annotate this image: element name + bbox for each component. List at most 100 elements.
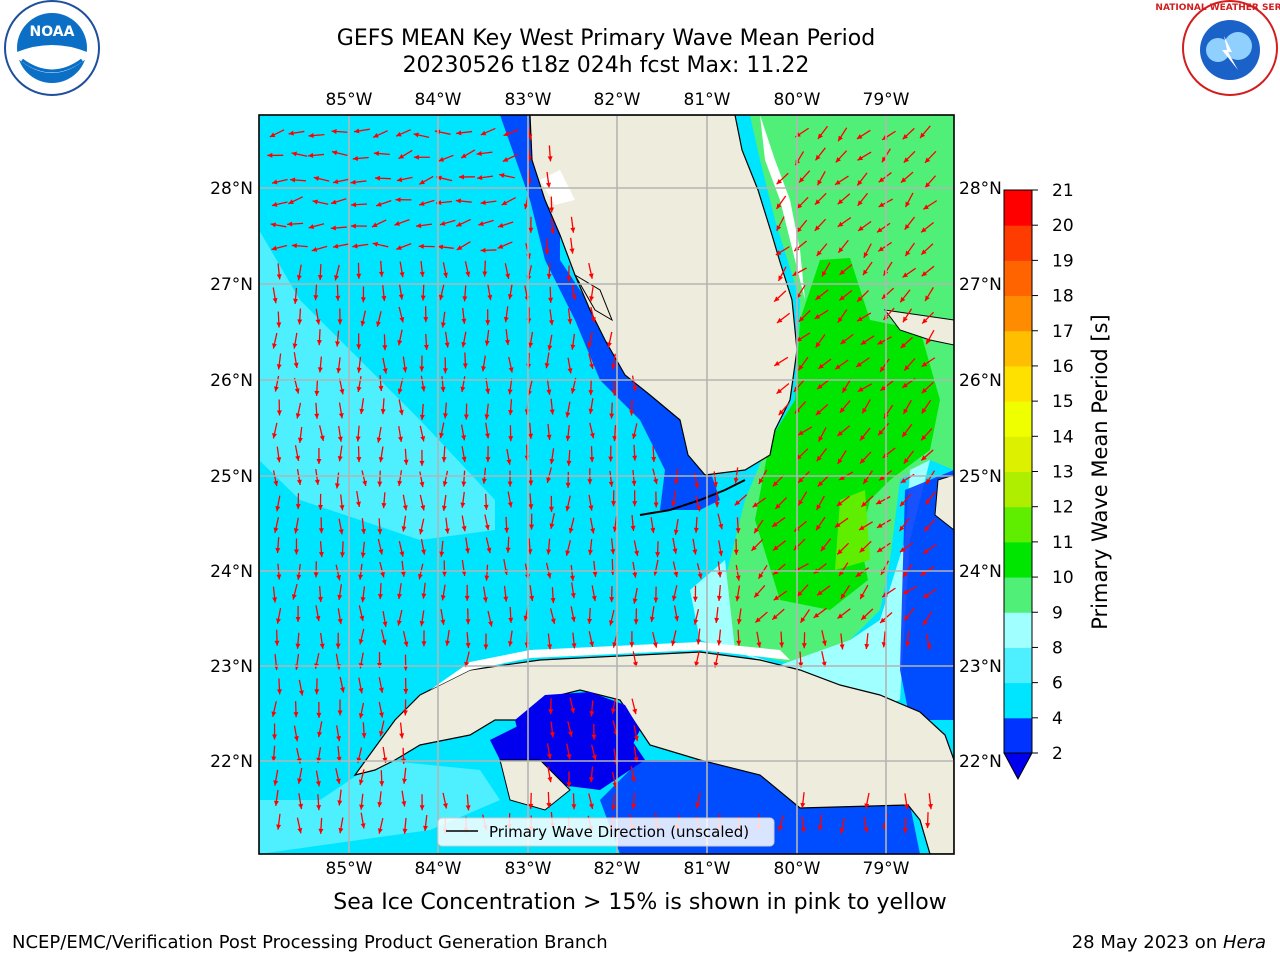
wave-arrow-head	[717, 572, 723, 578]
wave-arrow-head	[340, 687, 345, 693]
wave-arrow-head	[463, 414, 469, 420]
wave-arrow-head	[445, 640, 451, 646]
wave-arrow-head	[275, 505, 281, 512]
wave-arrow-head	[772, 481, 779, 487]
wave-arrow-head	[291, 151, 298, 157]
wave-arrow-head	[465, 642, 471, 649]
wave-arrow-head	[858, 525, 865, 531]
wave-arrow-head	[697, 573, 703, 579]
colorbar-segment	[1004, 365, 1032, 402]
wave-arrow-head	[337, 436, 343, 442]
wave-arrow-head	[507, 294, 513, 300]
colorbar-segment	[1004, 682, 1032, 719]
wave-arrow-head	[337, 618, 343, 625]
wave-arrow-head	[919, 132, 926, 139]
wave-arrow-head	[360, 823, 366, 829]
wave-arrow-head	[276, 364, 282, 370]
nws-logo-text: NATIONAL WEATHER SERVICE	[1155, 3, 1280, 13]
wave-arrow-head	[926, 338, 931, 345]
wave-arrow-head	[920, 570, 927, 576]
wave-arrow-head	[461, 435, 466, 441]
wave-arrow-head	[504, 339, 510, 346]
wave-arrow-head	[904, 365, 910, 371]
wave-arrow-head	[902, 431, 908, 437]
wave-arrow-head	[276, 689, 282, 695]
wave-arrow-head	[456, 245, 463, 250]
lat-label-right: 24°N	[959, 562, 1002, 582]
wave-arrow-head	[438, 294, 444, 301]
wave-arrow-head	[813, 612, 820, 618]
wave-arrow-head	[420, 505, 426, 511]
wave-arrow-head	[376, 201, 382, 207]
wave-arrow-head	[816, 524, 821, 531]
wave-arrow-head	[814, 314, 821, 319]
wave-arrow-head	[462, 296, 468, 302]
wave-arrow-head	[921, 361, 928, 367]
lon-label-bottom: 79°W	[863, 859, 910, 879]
wave-arrow-head	[842, 387, 848, 393]
wave-arrow-head	[570, 388, 576, 394]
wave-arrow-head	[815, 342, 821, 348]
wave-arrow-head	[267, 152, 273, 158]
wave-arrow-head	[358, 779, 364, 785]
wave-arrow-head	[293, 298, 299, 304]
wave-arrow-head	[587, 618, 593, 624]
wave-arrow-head	[313, 572, 319, 578]
wave-arrow-head	[653, 502, 659, 508]
wave-arrow-head	[817, 825, 823, 831]
wave-arrow-head	[418, 528, 424, 535]
wave-arrow-head	[670, 640, 676, 646]
wave-arrow-head	[776, 317, 783, 323]
wave-arrow-head	[444, 342, 450, 348]
wave-arrow-head	[339, 388, 345, 395]
latitude-labels-left: 28°N 27°N 26°N 25°N 24°N 23°N 22°N	[210, 179, 253, 772]
wave-arrow-head	[881, 156, 887, 163]
colorbar-tick-label: 13	[1052, 463, 1074, 483]
wave-arrow-head	[798, 662, 804, 668]
wave-arrow-head	[733, 477, 739, 484]
wave-arrow-head	[718, 523, 724, 530]
lon-label-bottom: 82°W	[594, 859, 641, 879]
wave-arrow-head	[860, 339, 867, 345]
wave-arrow-head	[570, 616, 576, 623]
wave-arrow-head	[548, 506, 554, 512]
wave-arrow-head	[308, 224, 315, 229]
wave-arrow-head	[443, 272, 448, 278]
lon-label-top: 84°W	[415, 90, 462, 110]
wave-arrow-head	[904, 615, 910, 621]
wave-arrow-head	[444, 528, 450, 534]
wave-arrow-head	[878, 177, 885, 183]
wave-arrow-head	[482, 597, 488, 603]
wave-arrow-head	[630, 525, 636, 531]
wave-arrow-head	[402, 710, 408, 716]
wave-arrow-head	[350, 202, 357, 208]
wave-arrow-head	[588, 505, 594, 511]
wave-arrow-head	[815, 294, 821, 300]
wave-arrow-head	[857, 155, 863, 161]
wave-arrow-head	[419, 620, 425, 627]
wave-arrow-head	[394, 221, 400, 226]
wave-arrow-head	[402, 505, 408, 511]
wave-arrow-head	[529, 595, 535, 602]
wave-arrow-head	[718, 550, 724, 557]
wave-arrow-head	[568, 731, 573, 737]
wave-arrow-head	[632, 708, 638, 715]
wave-arrow-head	[655, 552, 661, 558]
wave-arrow-head	[488, 621, 493, 627]
wave-arrow-head	[360, 297, 366, 303]
wave-arrow-head	[485, 457, 491, 463]
period-region-8-9	[690, 460, 930, 710]
wave-arrow-head	[360, 320, 366, 327]
wave-arrow-head	[754, 527, 760, 534]
wave-arrow-head	[397, 340, 403, 346]
wave-arrow-head	[815, 154, 821, 161]
wave-arrow-head	[419, 460, 425, 466]
wave-arrow-head	[371, 222, 378, 228]
wave-arrow-head	[399, 733, 405, 739]
lat-label-right: 22°N	[959, 752, 1002, 772]
wave-arrow-head	[476, 151, 482, 156]
wave-arrow-head	[548, 319, 554, 326]
wave-arrow-head	[338, 529, 344, 535]
wave-arrow-head	[672, 548, 678, 554]
wave-arrow-head	[590, 317, 596, 323]
